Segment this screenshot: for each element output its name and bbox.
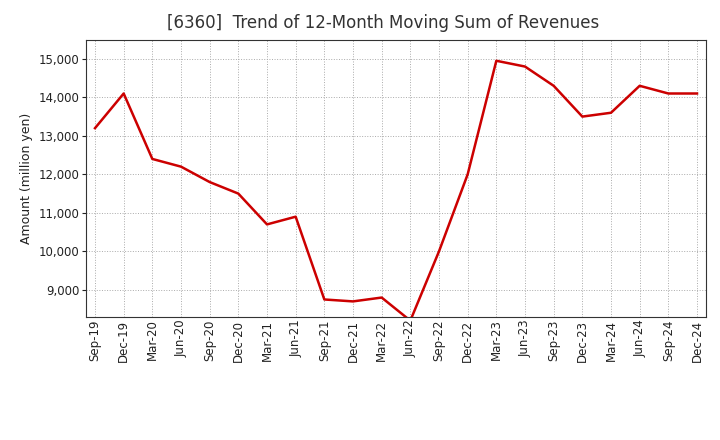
Y-axis label: Amount (million yen): Amount (million yen): [20, 113, 33, 244]
Text: [6360]  Trend of 12-Month Moving Sum of Revenues: [6360] Trend of 12-Month Moving Sum of R…: [167, 15, 599, 33]
